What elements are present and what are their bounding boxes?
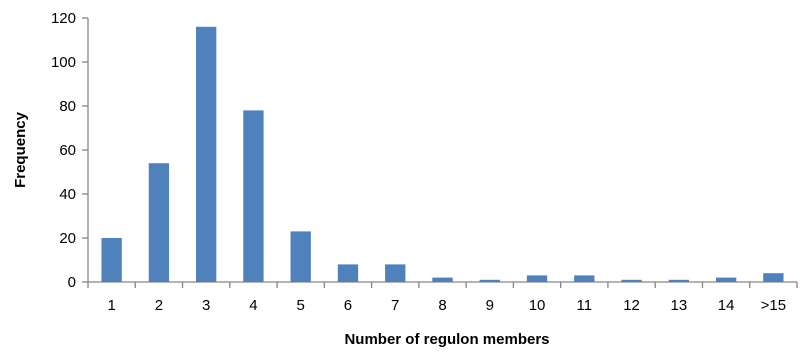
- y-tick-label: 60: [59, 142, 76, 159]
- x-tick-label: 11: [577, 297, 593, 314]
- bar-10: [526, 275, 548, 282]
- y-tick-label: 80: [59, 98, 76, 115]
- x-tick-label: 4: [249, 297, 257, 314]
- y-axis-title: Frequency: [12, 111, 29, 188]
- y-tick-label: 0: [68, 274, 76, 291]
- x-tick-label: 12: [623, 297, 640, 314]
- y-tick-label: 40: [59, 186, 76, 203]
- bar-8: [432, 277, 453, 282]
- bar-4: [243, 110, 264, 283]
- bar-7: [385, 264, 406, 282]
- y-tick-label: 100: [51, 54, 76, 71]
- bar-3: [196, 26, 217, 282]
- y-tick-label: 20: [59, 230, 76, 247]
- bars: [101, 26, 784, 283]
- bar-1: [101, 238, 122, 282]
- bar-9: [479, 279, 500, 282]
- x-axis-title: Number of regulon members: [344, 331, 549, 348]
- axes: [82, 17, 798, 288]
- x-tick-label: 1: [107, 297, 115, 314]
- x-tick-label: 14: [718, 297, 735, 314]
- x-tick-label: >15: [761, 297, 786, 314]
- x-tick-label: 6: [344, 297, 352, 314]
- x-tick-label: 13: [670, 297, 687, 314]
- bar-14: [715, 277, 737, 282]
- x-tick-label: 10: [529, 297, 546, 314]
- bar-6: [337, 264, 359, 282]
- y-tick-label: 120: [51, 10, 76, 27]
- bar-2: [148, 163, 170, 282]
- x-tick-label: 7: [391, 297, 399, 314]
- bar-11: [574, 275, 595, 282]
- bar-5: [290, 231, 311, 282]
- x-tick-label: 9: [486, 297, 494, 314]
- x-tick-label: 3: [202, 297, 210, 314]
- x-tick-label: 5: [297, 297, 305, 314]
- bar-12: [621, 279, 642, 282]
- x-tick-label: 2: [155, 297, 163, 314]
- x-tick-label: 8: [438, 297, 446, 314]
- bar-13: [668, 279, 689, 282]
- bar-15: [763, 273, 784, 282]
